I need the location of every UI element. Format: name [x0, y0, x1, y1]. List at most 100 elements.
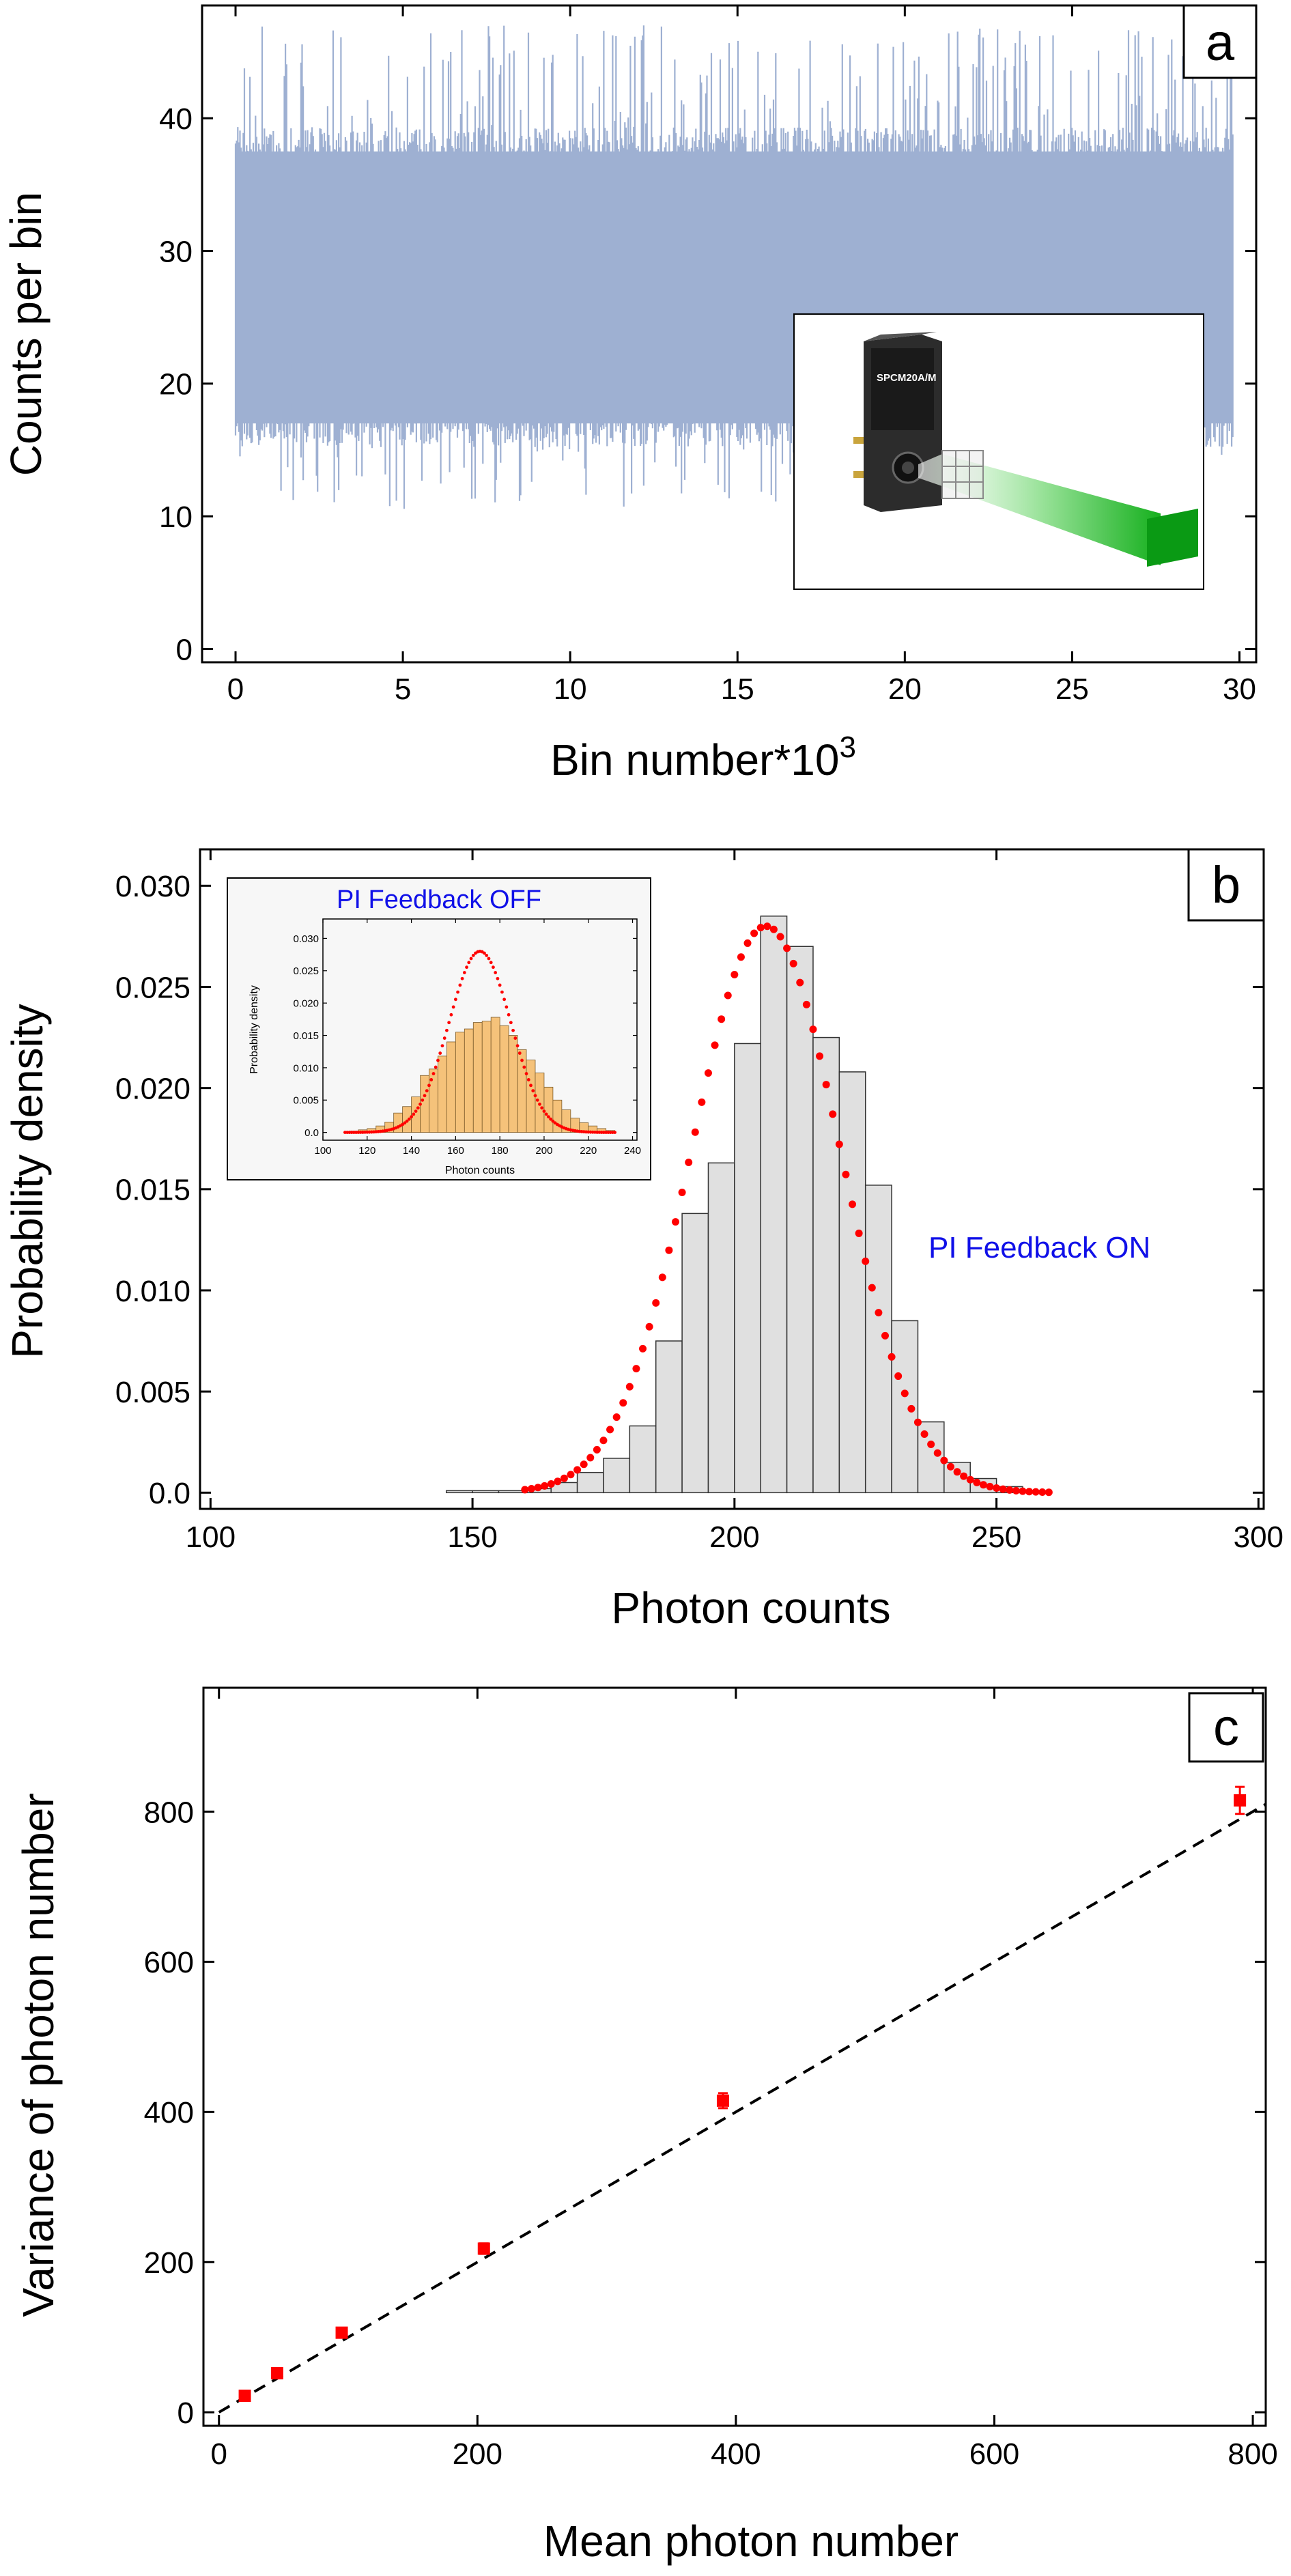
x-tick-label: 200: [535, 1145, 552, 1157]
histogram-feedback-on: [445, 916, 1053, 1497]
data-point: [335, 2326, 348, 2339]
inset-b-axes-frame: [322, 918, 638, 1141]
fit-point: [993, 1484, 1001, 1492]
inset-histogram-bar: [464, 1028, 474, 1133]
panel-a: 0 5 10 15 20 25 30 0 10 20 30 40 SPCM20A/M: [1, 4, 1258, 784]
inset-fit-point: [440, 1044, 444, 1048]
inset-histogram-bar: [508, 1035, 518, 1133]
fit-point: [986, 1482, 994, 1490]
fit-point: [966, 1475, 974, 1484]
histogram-bar: [786, 946, 814, 1494]
x-tick-label: 240: [624, 1145, 641, 1157]
inset-b-axes: 100 120 140 160 180 200 220 240 0.0 0.005 0.010 0.0…: [293, 919, 641, 1157]
fit-point: [855, 1229, 863, 1237]
inset-fit-point: [423, 1094, 427, 1098]
fit-point: [802, 1000, 810, 1008]
x-tick-label: 100: [186, 1520, 236, 1554]
x-tick-label: 220: [580, 1145, 597, 1157]
counts-trace: [234, 25, 1234, 509]
x-tick-label: 120: [358, 1145, 375, 1157]
panel-b-ylabel: Probability density: [3, 1004, 52, 1358]
inset-b-frame: [227, 877, 651, 1180]
inset-fit-point: [467, 961, 471, 965]
fit-point: [888, 1353, 896, 1361]
fit-point: [534, 1484, 542, 1492]
fit-point: [691, 1128, 699, 1136]
fit-point: [737, 953, 745, 961]
inset-fit-point: [465, 965, 468, 969]
inset-fit-point: [496, 976, 500, 980]
histogram-bar: [655, 1340, 683, 1494]
x-tick-label: 200: [453, 2437, 502, 2471]
y-tick-label: 200: [144, 2246, 194, 2280]
fit-point: [920, 1430, 928, 1438]
histogram-bar: [472, 1490, 500, 1494]
fit-point: [685, 1159, 693, 1167]
histogram-bar: [681, 1213, 709, 1494]
fit-point: [868, 1284, 876, 1292]
device-label: SPCM20A/M: [877, 372, 937, 384]
inset-ylabel: Probability density: [249, 985, 260, 1074]
y-tick-label: 40: [159, 102, 193, 136]
inset-fit-point: [517, 1051, 522, 1055]
fit-point: [704, 1069, 712, 1077]
inset-fit-point: [483, 951, 486, 955]
variance-vs-mean-plot: [218, 1785, 1266, 2414]
fit-point: [547, 1480, 555, 1488]
inset-fit-point: [520, 1058, 524, 1062]
inset-fit-point: [538, 1102, 541, 1106]
fit-point: [796, 978, 804, 987]
y-tick-label: 0: [176, 633, 193, 666]
panel-c-label-box: [1188, 1692, 1264, 1763]
fit-point: [829, 1110, 837, 1118]
inset-fit-point: [456, 990, 460, 994]
inset-histogram-bar: [490, 1017, 500, 1133]
data-point: [238, 2390, 251, 2403]
fit-point: [1025, 1488, 1034, 1496]
y-tick-label: 0.015: [115, 1174, 190, 1207]
panel-b-axes: 100 150 200 250 300 0.0 0.005 0.010 0.015 0.020 0.…: [115, 849, 1283, 1554]
y-tick-label: 0.005: [293, 1095, 319, 1107]
y-tick-label: 10: [159, 500, 193, 534]
data-point: [270, 2367, 283, 2380]
inset-fit-point: [442, 1036, 446, 1040]
inset-fit-point: [427, 1084, 431, 1088]
inset-fit-point: [613, 1131, 617, 1135]
histogram-bar: [838, 1071, 866, 1494]
panel-c-frame: [202, 1686, 1267, 2427]
inset-fit-point: [513, 1036, 517, 1040]
panel-c-xlabel: Mean photon number: [543, 2517, 959, 2566]
histogram-bar: [760, 916, 788, 1494]
inset-fit-point: [414, 1109, 418, 1113]
inset-fit-point: [489, 961, 493, 965]
fit-point: [835, 1140, 843, 1148]
inset-title: PI Feedback OFF: [337, 886, 541, 914]
fit-point: [541, 1482, 549, 1490]
fit-point: [573, 1466, 582, 1474]
inset-fit-point: [416, 1106, 420, 1110]
data-point: [477, 2242, 490, 2255]
panel-b-label-box: [1187, 848, 1265, 922]
inset-fit-point: [522, 1065, 526, 1069]
fit-point: [875, 1309, 883, 1317]
inset-histogram-bar: [499, 1025, 509, 1133]
panel-c-label: c: [1213, 1699, 1239, 1757]
fit-point: [953, 1468, 961, 1476]
inset-fit-point: [547, 1115, 550, 1119]
inset-histogram-bar: [517, 1049, 527, 1133]
panel-b-frame: [199, 848, 1265, 1510]
panel-c: 0 200 400 600 800 0 200 400 600 800 c Mean photon…: [14, 1686, 1278, 2566]
fit-point: [554, 1477, 562, 1486]
fit-point: [593, 1445, 601, 1454]
inset-fit-point: [449, 1013, 453, 1017]
fit-point: [580, 1460, 588, 1469]
fit-point: [946, 1462, 954, 1471]
inset-fit-point: [451, 1005, 455, 1009]
fit-point: [822, 1081, 830, 1089]
x-tick-label: 800: [1228, 2437, 1277, 2471]
inset-fit-point: [549, 1117, 553, 1121]
fit-point: [842, 1170, 850, 1178]
fit-point: [632, 1365, 640, 1373]
panel-c-ylabel: Variance of photon number: [14, 1793, 63, 2317]
histogram-bar: [498, 1490, 526, 1494]
